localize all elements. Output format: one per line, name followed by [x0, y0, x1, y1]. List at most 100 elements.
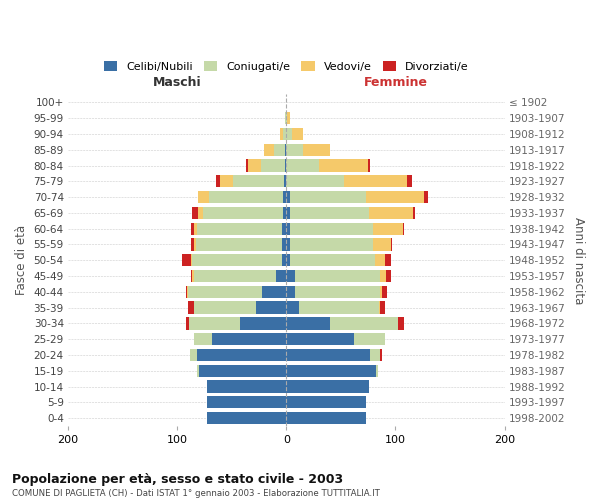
- Bar: [286, 128, 292, 140]
- Bar: [261, 160, 285, 172]
- Text: Maschi: Maschi: [153, 76, 202, 89]
- Bar: [220, 175, 233, 188]
- Bar: [277, 270, 286, 282]
- Bar: [290, 222, 373, 235]
- Bar: [197, 222, 282, 235]
- Bar: [194, 270, 277, 282]
- Bar: [191, 222, 194, 235]
- Bar: [382, 286, 387, 298]
- Bar: [198, 206, 203, 219]
- Bar: [189, 317, 241, 330]
- Bar: [369, 206, 413, 219]
- Bar: [286, 286, 295, 298]
- Bar: [191, 238, 194, 250]
- Bar: [286, 238, 290, 250]
- Bar: [286, 222, 381, 235]
- Bar: [282, 222, 286, 235]
- Bar: [265, 144, 274, 156]
- Bar: [295, 270, 380, 282]
- Bar: [194, 238, 196, 250]
- Bar: [246, 160, 248, 172]
- Bar: [199, 364, 286, 377]
- Bar: [190, 349, 197, 361]
- Bar: [286, 286, 387, 298]
- Bar: [385, 254, 388, 266]
- Y-axis label: Anni di nascita: Anni di nascita: [572, 216, 585, 304]
- Bar: [386, 270, 391, 282]
- Bar: [286, 396, 366, 408]
- Bar: [283, 128, 286, 140]
- Bar: [286, 317, 387, 330]
- Bar: [286, 333, 379, 345]
- Y-axis label: Fasce di età: Fasce di età: [15, 225, 28, 296]
- Bar: [217, 175, 220, 188]
- Bar: [286, 302, 299, 314]
- Bar: [286, 302, 385, 314]
- Bar: [285, 112, 286, 124]
- Text: COMUNE DI PAGLIETA (CH) - Dati ISTAT 1° gennaio 2003 - Elaborazione TUTTITALIA.I: COMUNE DI PAGLIETA (CH) - Dati ISTAT 1° …: [12, 489, 380, 498]
- Bar: [366, 191, 424, 203]
- Bar: [295, 286, 380, 298]
- Bar: [286, 270, 381, 282]
- Bar: [370, 349, 380, 361]
- Bar: [286, 175, 356, 188]
- Bar: [286, 349, 382, 361]
- Bar: [299, 302, 379, 314]
- Bar: [373, 238, 391, 250]
- Bar: [285, 160, 286, 172]
- Bar: [286, 222, 290, 235]
- Bar: [292, 128, 302, 140]
- Bar: [407, 175, 412, 188]
- Bar: [283, 206, 286, 219]
- Bar: [380, 270, 386, 282]
- Bar: [286, 364, 376, 377]
- Bar: [188, 286, 262, 298]
- Bar: [354, 333, 385, 345]
- Bar: [290, 254, 375, 266]
- Bar: [197, 364, 199, 377]
- Bar: [187, 286, 188, 298]
- Bar: [280, 128, 283, 140]
- Bar: [233, 175, 284, 188]
- Bar: [274, 144, 285, 156]
- Bar: [286, 191, 290, 203]
- Bar: [194, 333, 212, 345]
- Bar: [248, 160, 261, 172]
- Bar: [194, 302, 256, 314]
- Bar: [188, 302, 194, 314]
- Bar: [196, 238, 282, 250]
- Bar: [186, 286, 187, 298]
- Bar: [286, 349, 370, 361]
- Bar: [285, 144, 286, 156]
- Bar: [186, 317, 189, 330]
- Bar: [286, 206, 380, 219]
- Bar: [182, 254, 191, 266]
- Bar: [286, 191, 375, 203]
- Bar: [286, 412, 366, 424]
- Bar: [286, 270, 295, 282]
- Bar: [198, 191, 209, 203]
- Text: Femmine: Femmine: [364, 76, 427, 89]
- Bar: [373, 222, 403, 235]
- Bar: [212, 333, 286, 345]
- Bar: [286, 160, 319, 172]
- Legend: Celibi/Nubili, Coniugati/e, Vedovi/e, Divorziati/e: Celibi/Nubili, Coniugati/e, Vedovi/e, Di…: [100, 57, 473, 76]
- Bar: [424, 191, 428, 203]
- Bar: [193, 206, 198, 219]
- Bar: [379, 302, 380, 314]
- Bar: [286, 412, 366, 424]
- Bar: [286, 144, 302, 156]
- Text: Popolazione per età, sesso e stato civile - 2003: Popolazione per età, sesso e stato civil…: [12, 472, 343, 486]
- Bar: [286, 238, 381, 250]
- Bar: [191, 270, 193, 282]
- Bar: [284, 175, 286, 188]
- Bar: [286, 144, 308, 156]
- Bar: [319, 160, 368, 172]
- Bar: [256, 302, 286, 314]
- Bar: [344, 175, 407, 188]
- Bar: [206, 412, 286, 424]
- Bar: [206, 380, 286, 392]
- Bar: [398, 317, 404, 330]
- Bar: [193, 254, 282, 266]
- Bar: [286, 112, 287, 124]
